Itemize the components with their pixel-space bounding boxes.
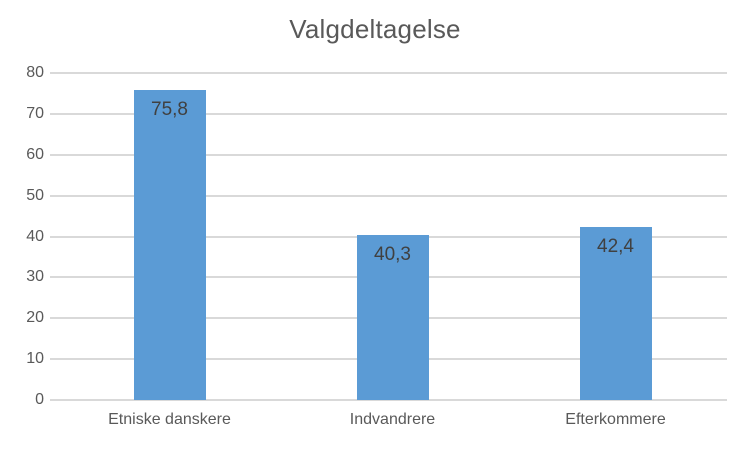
- bar-value-label: 75,8: [151, 99, 188, 121]
- x-axis-category-label: Etniske danskere: [108, 411, 231, 428]
- y-axis-tick-label: 30: [26, 268, 44, 286]
- y-axis-tick-label: 50: [26, 186, 44, 204]
- x-axis-category-label: Efterkommere: [565, 411, 666, 428]
- bar-value-label: 40,3: [374, 244, 411, 266]
- y-axis-tick-label: 20: [26, 309, 44, 327]
- bar-1: 75,8: [133, 90, 206, 400]
- y-axis: 0 10 20 30 40 50 60 70 80: [0, 65, 44, 408]
- y-axis-tick-label: 40: [26, 227, 44, 245]
- gridline: [50, 112, 727, 115]
- y-axis-tick-label: 0: [35, 391, 44, 408]
- bar-slot: 75,8: [58, 73, 281, 400]
- y-axis-tick-label: 70: [26, 104, 44, 122]
- bar-3: 42,4: [579, 226, 652, 400]
- bar-slot: 42,4: [504, 73, 727, 400]
- bars-layer: 75,8 40,3 42,4: [58, 73, 727, 400]
- y-axis-tick-label: 80: [26, 64, 44, 81]
- gridline: [50, 194, 727, 197]
- gridline: [50, 153, 727, 156]
- chart-title: Valgdeltagelse: [289, 14, 461, 44]
- gridline: [50, 72, 727, 74]
- plot-area: 75,8 40,3 42,4: [50, 72, 727, 401]
- bar-value-label: 42,4: [597, 235, 634, 257]
- y-axis-tick-label: 10: [26, 350, 44, 368]
- y-axis-tick-label: 60: [26, 145, 44, 163]
- x-axis-line: [50, 399, 727, 401]
- bar-2: 40,3: [356, 235, 429, 400]
- bar-slot: 40,3: [281, 73, 504, 400]
- x-axis: Etniske danskere Indvandrere Efterkommere: [58, 410, 727, 430]
- x-axis-category-label: Indvandrere: [349, 411, 436, 428]
